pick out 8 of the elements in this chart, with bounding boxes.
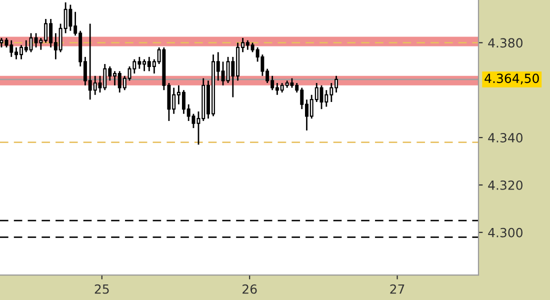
x-tick-label: 25 (94, 284, 109, 294)
y-tick-label: 4.300 (488, 228, 522, 238)
y-tick-label: 4.380 (488, 38, 522, 48)
ref-line-label: 4.364,50 (484, 74, 539, 84)
y-tick-label: 4.340 (488, 133, 522, 142)
x-tick-label: 26 (242, 284, 257, 294)
x-tick-label: 27 (390, 284, 404, 294)
y-tick-label: 4.320 (488, 180, 522, 190)
